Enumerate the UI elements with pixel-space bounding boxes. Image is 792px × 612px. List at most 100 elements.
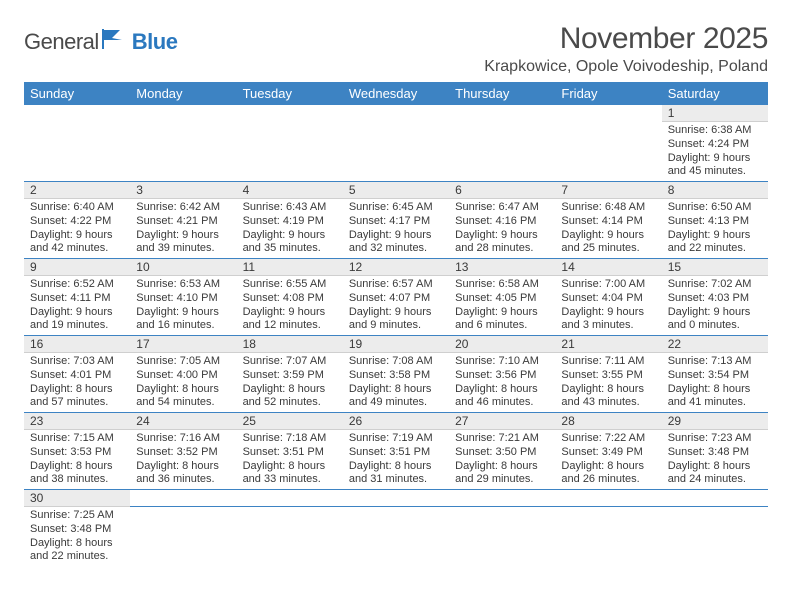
day-detail-cell: Sunrise: 7:08 AMSunset: 3:58 PMDaylight:… bbox=[343, 353, 449, 413]
day-detail-cell bbox=[449, 122, 555, 182]
day-detail-cell: Sunrise: 7:05 AMSunset: 4:00 PMDaylight:… bbox=[130, 353, 236, 413]
day-number-cell: 10 bbox=[130, 259, 236, 276]
day-detail-cell: Sunrise: 6:47 AMSunset: 4:16 PMDaylight:… bbox=[449, 199, 555, 259]
title-block: November 2025 Krapkowice, Opole Voivodes… bbox=[484, 22, 768, 76]
day-number-cell bbox=[449, 105, 555, 122]
location-text: Krapkowice, Opole Voivodeship, Poland bbox=[484, 58, 768, 76]
day-number-cell bbox=[237, 490, 343, 507]
detail-row: Sunrise: 7:25 AMSunset: 3:48 PMDaylight:… bbox=[24, 507, 768, 567]
day-detail-cell: Sunrise: 6:53 AMSunset: 4:10 PMDaylight:… bbox=[130, 276, 236, 336]
day-detail-cell: Sunrise: 7:10 AMSunset: 3:56 PMDaylight:… bbox=[449, 353, 555, 413]
day-detail-cell bbox=[555, 122, 661, 182]
day-number-cell: 16 bbox=[24, 336, 130, 353]
detail-row: Sunrise: 7:03 AMSunset: 4:01 PMDaylight:… bbox=[24, 353, 768, 413]
day-detail-cell: Sunrise: 7:03 AMSunset: 4:01 PMDaylight:… bbox=[24, 353, 130, 413]
day-number-cell: 9 bbox=[24, 259, 130, 276]
day-number-cell: 4 bbox=[237, 182, 343, 199]
day-number-cell bbox=[130, 490, 236, 507]
day-number-cell: 28 bbox=[555, 413, 661, 430]
daynum-row: 2345678 bbox=[24, 182, 768, 199]
day-detail-cell: Sunrise: 7:22 AMSunset: 3:49 PMDaylight:… bbox=[555, 430, 661, 490]
day-number-cell: 8 bbox=[662, 182, 768, 199]
day-number-cell: 25 bbox=[237, 413, 343, 430]
logo: General Blue bbox=[24, 28, 177, 55]
day-detail-cell bbox=[130, 122, 236, 182]
day-number-cell: 14 bbox=[555, 259, 661, 276]
day-number-cell: 21 bbox=[555, 336, 661, 353]
day-detail-cell: Sunrise: 6:55 AMSunset: 4:08 PMDaylight:… bbox=[237, 276, 343, 336]
day-detail-cell: Sunrise: 6:45 AMSunset: 4:17 PMDaylight:… bbox=[343, 199, 449, 259]
day-number-cell: 26 bbox=[343, 413, 449, 430]
day-number-cell: 11 bbox=[237, 259, 343, 276]
day-number-cell: 13 bbox=[449, 259, 555, 276]
day-header: Monday bbox=[130, 82, 236, 105]
day-number-cell bbox=[343, 490, 449, 507]
day-number-cell: 1 bbox=[662, 105, 768, 122]
day-detail-cell: Sunrise: 7:19 AMSunset: 3:51 PMDaylight:… bbox=[343, 430, 449, 490]
day-detail-cell: Sunrise: 6:50 AMSunset: 4:13 PMDaylight:… bbox=[662, 199, 768, 259]
day-number-cell bbox=[24, 105, 130, 122]
day-number-cell: 24 bbox=[130, 413, 236, 430]
calendar-table: Sunday Monday Tuesday Wednesday Thursday… bbox=[24, 82, 768, 566]
day-detail-cell: Sunrise: 7:15 AMSunset: 3:53 PMDaylight:… bbox=[24, 430, 130, 490]
logo-text-blue: Blue bbox=[132, 29, 178, 55]
day-number-cell: 3 bbox=[130, 182, 236, 199]
day-detail-cell: Sunrise: 7:18 AMSunset: 3:51 PMDaylight:… bbox=[237, 430, 343, 490]
detail-row: Sunrise: 7:15 AMSunset: 3:53 PMDaylight:… bbox=[24, 430, 768, 490]
day-number-cell: 30 bbox=[24, 490, 130, 507]
day-detail-cell bbox=[130, 507, 236, 567]
day-detail-cell: Sunrise: 7:25 AMSunset: 3:48 PMDaylight:… bbox=[24, 507, 130, 567]
day-number-cell bbox=[343, 105, 449, 122]
day-detail-cell: Sunrise: 7:21 AMSunset: 3:50 PMDaylight:… bbox=[449, 430, 555, 490]
header: General Blue November 2025 Krapkowice, O… bbox=[24, 22, 768, 76]
day-detail-cell: Sunrise: 7:11 AMSunset: 3:55 PMDaylight:… bbox=[555, 353, 661, 413]
day-detail-cell: Sunrise: 7:13 AMSunset: 3:54 PMDaylight:… bbox=[662, 353, 768, 413]
day-header: Friday bbox=[555, 82, 661, 105]
day-number-cell: 23 bbox=[24, 413, 130, 430]
day-number-cell: 20 bbox=[449, 336, 555, 353]
day-detail-cell bbox=[343, 507, 449, 567]
day-number-cell bbox=[237, 105, 343, 122]
detail-row: Sunrise: 6:40 AMSunset: 4:22 PMDaylight:… bbox=[24, 199, 768, 259]
day-header: Thursday bbox=[449, 82, 555, 105]
day-detail-cell: Sunrise: 7:23 AMSunset: 3:48 PMDaylight:… bbox=[662, 430, 768, 490]
logo-text-general: General bbox=[24, 29, 99, 55]
daynum-row: 9101112131415 bbox=[24, 259, 768, 276]
day-header: Tuesday bbox=[237, 82, 343, 105]
day-number-cell: 7 bbox=[555, 182, 661, 199]
day-detail-cell: Sunrise: 6:52 AMSunset: 4:11 PMDaylight:… bbox=[24, 276, 130, 336]
day-number-cell: 18 bbox=[237, 336, 343, 353]
day-header: Sunday bbox=[24, 82, 130, 105]
day-detail-cell: Sunrise: 7:00 AMSunset: 4:04 PMDaylight:… bbox=[555, 276, 661, 336]
day-detail-cell: Sunrise: 6:57 AMSunset: 4:07 PMDaylight:… bbox=[343, 276, 449, 336]
daynum-row: 30 bbox=[24, 490, 768, 507]
day-detail-cell: Sunrise: 6:48 AMSunset: 4:14 PMDaylight:… bbox=[555, 199, 661, 259]
day-header: Wednesday bbox=[343, 82, 449, 105]
day-number-cell: 22 bbox=[662, 336, 768, 353]
day-detail-cell: Sunrise: 6:38 AMSunset: 4:24 PMDaylight:… bbox=[662, 122, 768, 182]
day-number-cell: 15 bbox=[662, 259, 768, 276]
day-detail-cell bbox=[449, 507, 555, 567]
day-detail-cell: Sunrise: 7:02 AMSunset: 4:03 PMDaylight:… bbox=[662, 276, 768, 336]
day-number-cell bbox=[662, 490, 768, 507]
day-number-cell: 12 bbox=[343, 259, 449, 276]
day-detail-cell: Sunrise: 7:07 AMSunset: 3:59 PMDaylight:… bbox=[237, 353, 343, 413]
day-detail-cell bbox=[343, 122, 449, 182]
day-number-cell bbox=[555, 105, 661, 122]
day-detail-cell bbox=[237, 507, 343, 567]
day-number-cell bbox=[449, 490, 555, 507]
day-header: Saturday bbox=[662, 82, 768, 105]
day-number-cell bbox=[555, 490, 661, 507]
day-number-cell: 6 bbox=[449, 182, 555, 199]
day-detail-cell: Sunrise: 6:43 AMSunset: 4:19 PMDaylight:… bbox=[237, 199, 343, 259]
daynum-row: 16171819202122 bbox=[24, 336, 768, 353]
day-number-cell: 5 bbox=[343, 182, 449, 199]
day-number-cell: 29 bbox=[662, 413, 768, 430]
day-number-cell: 19 bbox=[343, 336, 449, 353]
day-number-cell: 17 bbox=[130, 336, 236, 353]
page-title: November 2025 bbox=[484, 22, 768, 56]
day-number-cell: 27 bbox=[449, 413, 555, 430]
detail-row: Sunrise: 6:52 AMSunset: 4:11 PMDaylight:… bbox=[24, 276, 768, 336]
day-detail-cell: Sunrise: 6:42 AMSunset: 4:21 PMDaylight:… bbox=[130, 199, 236, 259]
day-header-row: Sunday Monday Tuesday Wednesday Thursday… bbox=[24, 82, 768, 105]
